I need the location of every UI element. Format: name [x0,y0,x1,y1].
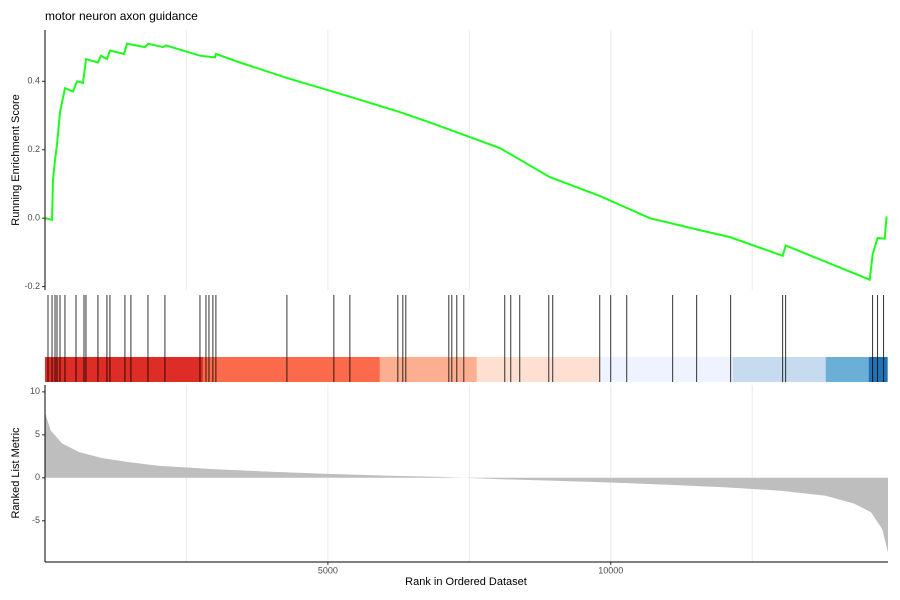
y-tick-label: 0.2 [27,144,40,154]
y-tick-label: -5 [32,515,40,525]
color-band [202,357,380,382]
color-band [599,357,733,382]
y-tick-label: 5 [35,429,40,439]
color-band [732,357,826,382]
color-band [45,357,203,382]
color-band [476,357,600,382]
y-tick-label: 0.4 [27,76,40,86]
x-tick-label: 5000 [318,565,338,575]
y-axis-title: Running Enrichment Score [10,94,22,225]
x-tick-label: 10000 [598,565,623,575]
y-tick-label: 10 [30,386,40,396]
y-tick-label: 0 [35,472,40,482]
color-band [825,357,869,382]
color-band [379,357,477,382]
y-tick-label: 0.0 [27,213,40,223]
chart-title: motor neuron axon guidance [45,9,198,23]
y-axis-title: Ranked List Metric [10,427,22,519]
x-axis-title: Rank in Ordered Dataset [405,576,527,588]
running-es-line [44,42,888,282]
y-tick-label: -0.2 [24,281,40,291]
metric-area [45,412,888,553]
color-band [868,357,888,382]
